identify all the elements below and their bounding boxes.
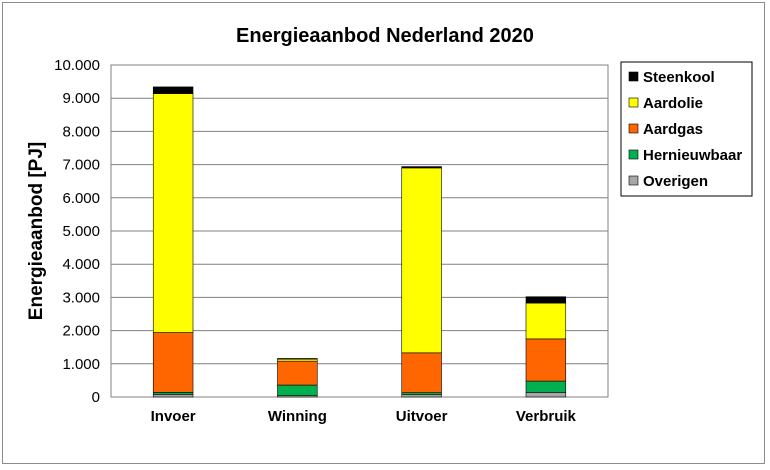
y-tick-label: 5.000: [62, 223, 100, 240]
x-tick-label: Winning: [268, 408, 327, 425]
x-axis-ticks: Invoer Winning Uitvoer Verbruik: [151, 408, 577, 425]
y-tick-label: 6.000: [62, 190, 100, 207]
bar-segment: [401, 166, 442, 169]
legend-swatch: [628, 149, 639, 160]
legend-swatch: [628, 175, 639, 186]
x-tick-label: Invoer: [151, 408, 196, 425]
legend-box: [620, 61, 753, 197]
legend: Steenkool Aardolie Aardgas Hernieuwbaar Over…: [620, 61, 753, 197]
bar-segment: [152, 86, 194, 94]
bar-segment: [401, 352, 442, 393]
bar-segment: [152, 332, 194, 393]
bars: [152, 86, 567, 398]
plot-area: [110, 64, 609, 398]
legend-label: Hernieuwbaar: [643, 147, 742, 164]
y-tick-label: 2.000: [62, 323, 100, 340]
legend-swatch: [628, 71, 639, 82]
bar-segment: [525, 302, 567, 340]
legend-label: Aardolie: [643, 95, 703, 112]
y-tick-label: 10.000: [54, 57, 100, 74]
bar-segment: [277, 384, 318, 396]
chart-title: Energieaanbod Nederland 2020: [236, 25, 534, 47]
bar-segment: [401, 394, 442, 398]
legend-swatch: [628, 97, 639, 108]
bar-segment: [525, 392, 567, 398]
plot-border: [110, 64, 609, 398]
y-tick-label: 9.000: [62, 90, 100, 107]
y-axis-ticks: 0 1.000 2.000 3.000 4.000 5.000 6.000 7.000 8.00…: [54, 57, 100, 406]
bar-segment: [525, 296, 567, 304]
y-tick-label: 1.000: [62, 356, 100, 373]
bar-segment: [525, 338, 567, 382]
legend-label: Overigen: [643, 173, 708, 190]
y-tick-label: 7.000: [62, 157, 100, 174]
legend-swatch: [628, 123, 639, 134]
y-tick-label: 3.000: [62, 289, 100, 306]
bar-segment: [401, 167, 442, 354]
legend-label: Aardgas: [643, 121, 703, 138]
y-tick-label: 0: [92, 389, 100, 406]
bar-segment: [152, 394, 194, 398]
y-axis-label: Energieaanbod [PJ]: [26, 142, 47, 320]
x-tick-label: Verbruik: [516, 408, 577, 425]
bar-segment: [277, 360, 318, 386]
legend-label: Steenkool: [643, 69, 715, 86]
y-tick-label: 8.000: [62, 123, 100, 140]
bar-segment: [525, 380, 567, 393]
bar-segment: [277, 358, 318, 360]
y-tick-label: 4.000: [62, 256, 100, 273]
x-tick-label: Uitvoer: [396, 408, 448, 425]
bar-segment: [152, 93, 194, 333]
